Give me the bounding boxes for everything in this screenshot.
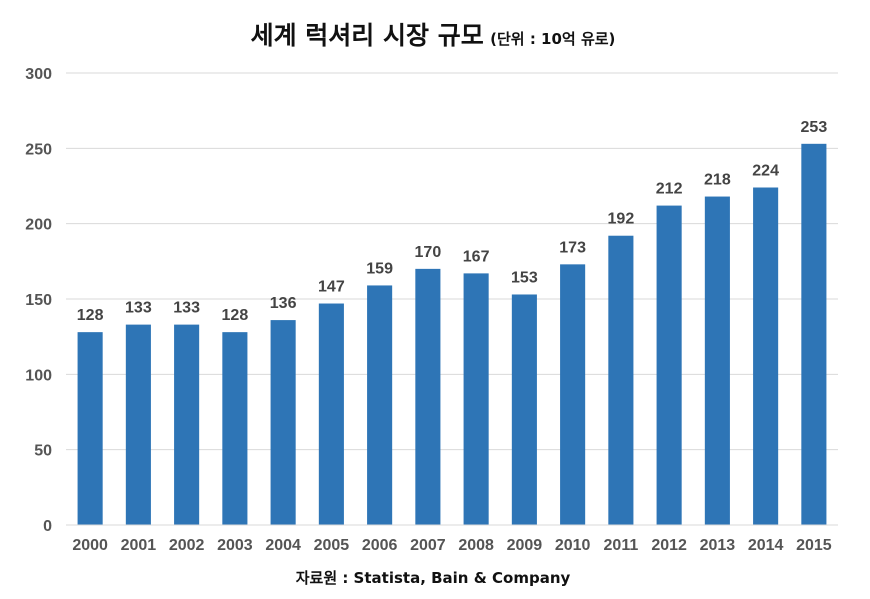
data-label: 136 (270, 295, 297, 312)
y-tick-label: 200 (25, 217, 52, 234)
x-tick-label: 2001 (121, 537, 157, 554)
data-label: 133 (125, 300, 152, 317)
bar (318, 303, 344, 525)
data-label: 128 (222, 307, 249, 324)
data-label: 224 (752, 163, 779, 180)
x-tick-label: 2011 (604, 537, 639, 554)
data-label: 147 (318, 279, 345, 296)
bar (560, 264, 586, 525)
source-note: 자료원 : Statista, Bain & Company (296, 569, 571, 587)
x-tick-label: 2004 (265, 537, 301, 554)
bar (463, 273, 489, 525)
y-tick-label: 100 (25, 367, 52, 384)
data-label: 212 (656, 181, 683, 198)
data-labels: 128 133 133 128 136 147 159 170 167 153 173 192 212 2… (77, 119, 828, 324)
bar (656, 205, 682, 525)
bars (77, 143, 827, 526)
x-tick-label: 2007 (410, 537, 446, 554)
x-tick-label: 2006 (362, 537, 398, 554)
x-tick-label: 2015 (796, 537, 832, 554)
y-tick-label: 50 (34, 443, 52, 460)
bar (222, 332, 248, 525)
data-label: 167 (463, 248, 490, 265)
data-label: 128 (77, 307, 104, 324)
data-label: 153 (511, 269, 538, 286)
x-tick-label: 2008 (458, 537, 494, 554)
x-axis-ticks: 2000 2001 2002 2003 2004 2005 2006 2007 2008 2009… (72, 537, 831, 554)
bar (801, 143, 827, 525)
bar (704, 196, 730, 525)
y-tick-label: 250 (25, 141, 52, 158)
bar (77, 332, 103, 525)
y-axis-ticks: 0 50 100 150 200 250 300 (25, 66, 52, 535)
bar (270, 320, 296, 525)
data-label: 253 (801, 119, 828, 136)
data-label: 133 (173, 300, 200, 317)
x-tick-label: 2002 (169, 537, 205, 554)
x-tick-label: 2013 (700, 537, 736, 554)
x-tick-label: 2009 (507, 537, 543, 554)
x-tick-label: 2005 (314, 537, 350, 554)
chart-title-main: 세계 럭셔리 시장 규모 (251, 21, 484, 50)
x-tick-label: 2000 (72, 537, 108, 554)
x-tick-label: 2012 (651, 537, 687, 554)
y-tick-label: 150 (25, 292, 52, 309)
data-label: 218 (704, 172, 731, 189)
x-tick-label: 2014 (748, 537, 784, 554)
x-tick-label: 2003 (217, 537, 253, 554)
data-label: 192 (608, 211, 635, 228)
data-label: 170 (415, 244, 442, 261)
data-label: 173 (559, 239, 586, 256)
bar (753, 187, 779, 526)
x-tick-label: 2010 (555, 537, 591, 554)
bar (125, 324, 151, 525)
y-tick-label: 300 (25, 66, 52, 83)
data-label: 159 (366, 260, 393, 277)
bar (415, 268, 441, 525)
bar (367, 285, 393, 525)
y-tick-label: 0 (43, 518, 52, 535)
bar (608, 235, 634, 525)
chart-title: 세계 럭셔리 시장 규모 (단위 : 10억 유로) (251, 21, 616, 50)
chart-title-unit: (단위 : 10억 유로) (490, 30, 615, 48)
bar (174, 324, 200, 525)
bar (511, 294, 537, 525)
